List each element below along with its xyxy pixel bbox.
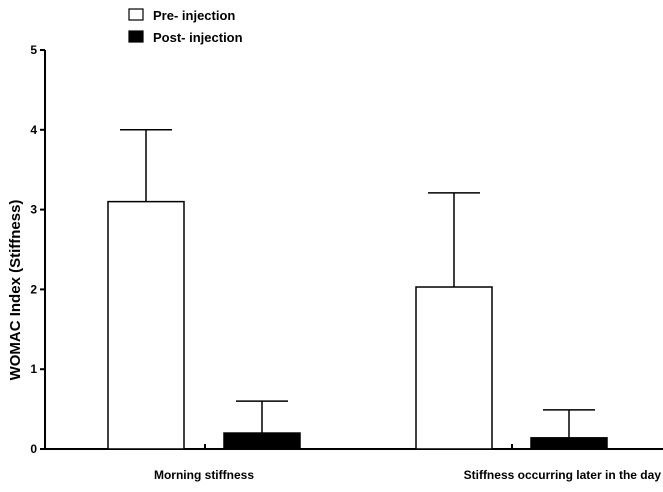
- legend-swatch: [128, 30, 144, 43]
- legend-label: Post- injection: [153, 30, 243, 45]
- y-tick-label: 5: [30, 43, 37, 57]
- y-tick-label: 2: [30, 282, 37, 296]
- bar: [223, 432, 301, 450]
- bar: [107, 200, 185, 450]
- bars: [107, 129, 608, 450]
- y-tick-label: 3: [30, 203, 37, 217]
- x-category-label: Stiffness occurring later in the day: [464, 468, 662, 482]
- legend-label: Pre- injection: [153, 8, 235, 23]
- y-axis-title: WOMAC Index (Stiffness): [7, 200, 24, 381]
- bar: [530, 437, 608, 450]
- y-tick-label: 4: [30, 123, 37, 137]
- legend: Pre- injection Post- injection: [128, 8, 243, 45]
- bar: [415, 286, 493, 450]
- y-tick-label: 0: [30, 442, 37, 456]
- legend-swatch: [128, 8, 144, 21]
- y-tick-label: 1: [30, 362, 37, 376]
- x-category-label: Morning stiffness: [154, 468, 254, 482]
